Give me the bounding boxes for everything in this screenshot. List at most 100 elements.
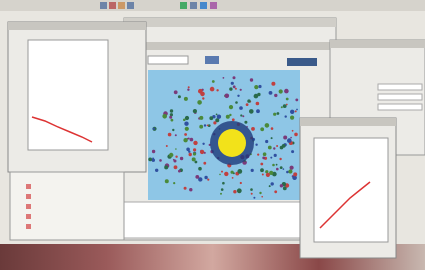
particle xyxy=(229,114,231,116)
icon[interactable] xyxy=(180,2,187,9)
particle xyxy=(209,116,213,120)
particle xyxy=(283,104,287,108)
particle xyxy=(273,147,275,149)
particle xyxy=(195,161,198,164)
icon[interactable] xyxy=(118,2,125,9)
page: (() => { const svg = document.getElement… xyxy=(0,0,425,270)
icon[interactable] xyxy=(26,204,31,209)
icon xyxy=(100,2,107,9)
particle xyxy=(254,85,258,89)
particle xyxy=(295,99,298,102)
particle xyxy=(221,188,224,191)
particle xyxy=(207,179,209,181)
particle xyxy=(273,113,276,116)
particle xyxy=(203,162,206,165)
particle xyxy=(286,98,289,101)
particle xyxy=(280,166,283,169)
particle xyxy=(199,125,203,129)
particle xyxy=(231,171,234,174)
particle xyxy=(204,124,206,126)
particle xyxy=(240,182,242,184)
particle xyxy=(169,116,172,119)
input-field[interactable] xyxy=(378,84,422,90)
screenshot xyxy=(0,0,425,270)
particle xyxy=(153,128,155,130)
particle xyxy=(174,165,178,169)
particle xyxy=(226,115,230,119)
particle xyxy=(193,141,197,145)
console xyxy=(124,202,304,238)
particle xyxy=(244,121,247,124)
particle xyxy=(270,157,272,159)
plot-area xyxy=(314,138,388,242)
particle xyxy=(193,109,197,113)
particle xyxy=(295,110,297,112)
particle xyxy=(184,187,187,190)
particle xyxy=(287,138,292,143)
particle xyxy=(262,157,265,160)
button[interactable] xyxy=(205,56,219,64)
plot-area xyxy=(28,40,108,150)
particle xyxy=(274,154,277,157)
particle xyxy=(171,119,174,122)
particle xyxy=(202,143,204,145)
particle xyxy=(173,182,175,184)
input-field[interactable] xyxy=(378,94,422,100)
particle xyxy=(233,190,236,193)
particle xyxy=(276,145,278,147)
particle xyxy=(204,176,207,179)
particle xyxy=(290,137,292,139)
icon[interactable] xyxy=(26,214,31,219)
particle xyxy=(265,140,268,143)
particle xyxy=(281,106,283,108)
particle xyxy=(166,145,168,147)
particle xyxy=(225,94,230,99)
icon[interactable] xyxy=(200,2,207,9)
particle xyxy=(193,148,196,151)
window-titlebar xyxy=(330,40,425,48)
icon[interactable] xyxy=(210,2,217,9)
particle xyxy=(185,127,189,131)
particle xyxy=(184,97,188,101)
particle xyxy=(210,87,215,92)
particle xyxy=(159,159,162,162)
particle xyxy=(276,168,279,171)
button[interactable] xyxy=(287,58,317,66)
particle xyxy=(283,187,287,191)
particle xyxy=(249,109,254,114)
icon[interactable] xyxy=(127,2,134,9)
icon xyxy=(109,2,116,9)
particle xyxy=(216,114,218,116)
particle xyxy=(242,115,244,117)
particle xyxy=(169,153,173,157)
particle xyxy=(282,144,286,148)
particle xyxy=(257,154,259,156)
particle xyxy=(152,158,154,160)
icon[interactable] xyxy=(26,224,31,229)
icon[interactable] xyxy=(26,184,31,189)
particle xyxy=(175,148,177,150)
particle xyxy=(271,182,274,185)
particle xyxy=(185,116,189,120)
input-field[interactable] xyxy=(148,56,188,64)
particle xyxy=(290,166,294,170)
particle xyxy=(178,95,181,98)
particle xyxy=(271,137,273,139)
particle xyxy=(290,110,294,114)
icon[interactable] xyxy=(190,2,197,9)
icon[interactable] xyxy=(26,194,31,199)
particle xyxy=(175,156,177,158)
particle xyxy=(283,136,287,140)
particle xyxy=(288,169,292,173)
particle xyxy=(174,90,178,94)
particle xyxy=(229,87,232,90)
particle xyxy=(265,123,270,128)
particle xyxy=(272,164,275,167)
input-field[interactable] xyxy=(378,104,422,110)
particle xyxy=(251,169,254,172)
particle xyxy=(232,118,235,121)
particle xyxy=(254,94,259,99)
particle xyxy=(263,152,267,156)
particle xyxy=(229,105,233,109)
particle xyxy=(221,171,223,173)
